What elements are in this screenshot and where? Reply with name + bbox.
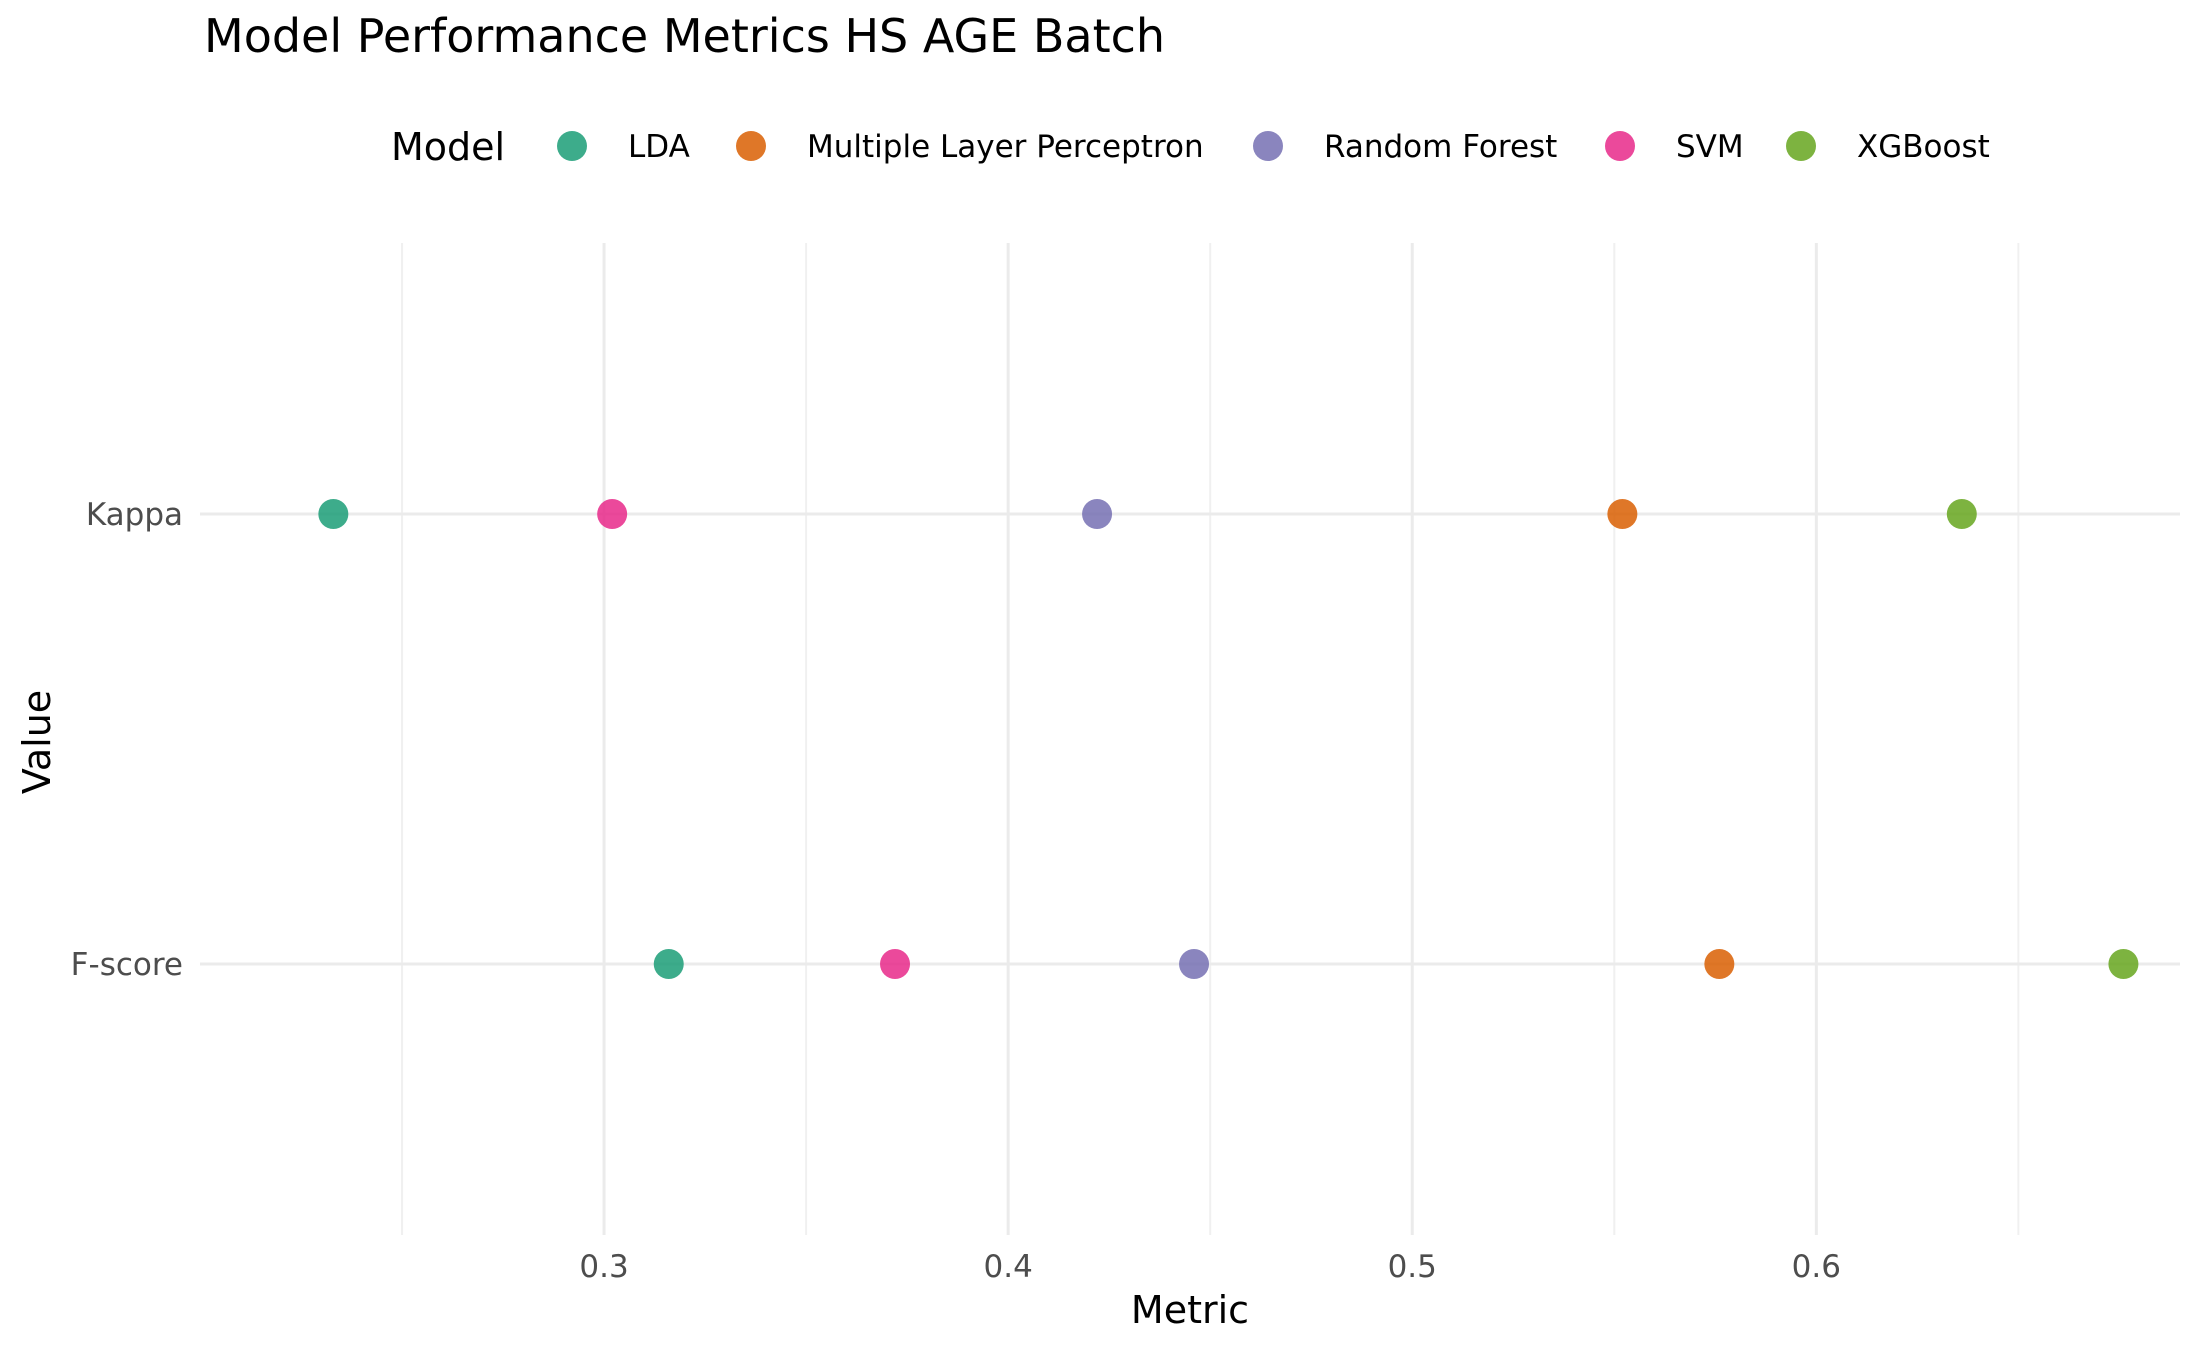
data-point bbox=[2108, 949, 2139, 979]
legend-label: LDA bbox=[628, 129, 690, 165]
x-tick-label: 0.5 bbox=[1388, 1249, 1437, 1285]
chart-title: Model Performance Metrics HS AGE Batch bbox=[204, 9, 1165, 63]
data-point bbox=[597, 499, 628, 529]
data-point bbox=[1704, 949, 1735, 979]
legend-key bbox=[1253, 131, 1283, 161]
legend-label: XGBoost bbox=[1857, 129, 1990, 165]
legend-key bbox=[557, 131, 587, 161]
y-tick-label: Kappa bbox=[86, 497, 183, 533]
legend-key bbox=[1786, 131, 1816, 161]
legend-key bbox=[736, 131, 766, 161]
data-point bbox=[1946, 499, 1977, 529]
y-tick-label: F-score bbox=[71, 947, 183, 983]
x-tick-label: 0.3 bbox=[579, 1249, 628, 1285]
legend-label: Random Forest bbox=[1324, 129, 1557, 165]
legend-title: Model bbox=[391, 125, 505, 169]
data-point bbox=[1179, 949, 1210, 979]
legend-key bbox=[1605, 131, 1635, 161]
legend: LDA Multiple Layer Perceptron Random Fores… bbox=[557, 129, 1990, 165]
x-axis-label: Metric bbox=[1131, 1288, 1249, 1332]
data-point bbox=[653, 949, 684, 979]
legend-label: SVM bbox=[1676, 129, 1744, 165]
x-tick-label: 0.4 bbox=[984, 1249, 1033, 1285]
legend-label: Multiple Layer Perceptron bbox=[807, 129, 1204, 165]
data-point bbox=[318, 499, 349, 529]
axis-layer: Model Performance Metrics HS AGE Batch M… bbox=[15, 9, 1841, 1332]
x-tick-label: 0.6 bbox=[1792, 1249, 1841, 1285]
data-point bbox=[1082, 499, 1113, 529]
grid-layer bbox=[200, 243, 2180, 1235]
points-layer bbox=[318, 499, 2139, 979]
data-point bbox=[1607, 499, 1638, 529]
y-axis-label: Value bbox=[15, 690, 59, 794]
data-point bbox=[880, 949, 911, 979]
